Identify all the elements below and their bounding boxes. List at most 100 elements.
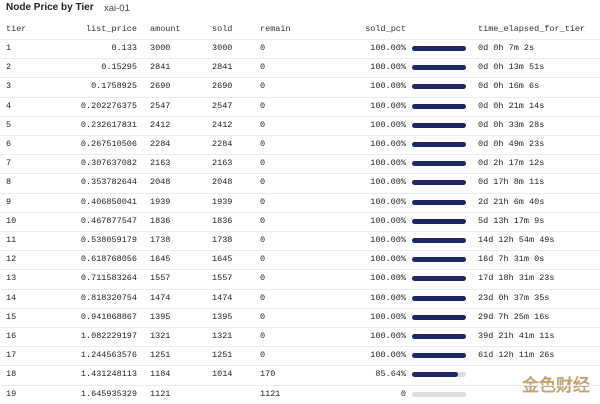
table-cell: 3000 — [150, 43, 171, 53]
row-separator — [0, 365, 600, 367]
table-cell: 11 — [6, 235, 17, 245]
progress-bar — [412, 238, 466, 243]
progress-track — [412, 103, 466, 109]
table-cell: 1939 — [212, 196, 233, 207]
progress-track — [412, 238, 466, 243]
row-separator — [0, 384, 600, 386]
table-cell: 1395 — [212, 311, 233, 322]
table-cell: 100.00% — [370, 62, 406, 73]
table-cell: 1557 — [150, 273, 171, 284]
table-cell: 9 — [6, 196, 12, 207]
table-cell: 1.082229197 — [80, 331, 137, 341]
progress-track — [412, 142, 466, 147]
table-cell: 17 — [6, 350, 17, 361]
table-cell: 18 — [6, 369, 17, 380]
table-cell: 100.00% — [370, 81, 406, 92]
table-cell: 4 — [6, 100, 12, 111]
table-cell: 0 — [260, 350, 266, 361]
progress-track — [412, 295, 466, 301]
table-cell: 100.00% — [370, 292, 406, 303]
table-cell: 100.00% — [370, 43, 406, 53]
table-cell: 23d 0h 37m 35s — [478, 292, 550, 303]
table-cell: 2690 — [212, 81, 233, 92]
table-cell: 1645 — [212, 254, 233, 265]
progress-track — [412, 314, 466, 320]
progress-bar — [412, 103, 466, 109]
table-cell: 1.431248113 — [80, 369, 137, 380]
table-cell: 5 — [6, 119, 12, 130]
table-cell: 14 — [6, 292, 17, 303]
header-separator — [0, 39, 600, 40]
table-cell: 0d 0h 21m 14s — [478, 100, 545, 111]
progress-bar — [412, 84, 466, 90]
table-cell: 15 — [6, 311, 17, 322]
table-cell: 0.232617831 — [80, 119, 137, 130]
table-cell: 2841 — [150, 62, 171, 73]
table-cell: 0d 0h 33m 28s — [478, 119, 545, 130]
table-cell: 29d 7h 25m 16s — [478, 311, 550, 322]
table-cell: 1836 — [150, 215, 171, 226]
table-cell: 0 — [260, 43, 266, 53]
table-cell: 100.00% — [370, 119, 406, 130]
table-cell: 100.00% — [370, 100, 406, 111]
table-cell: 100.00% — [370, 350, 406, 361]
row-separator — [0, 77, 600, 79]
table-cell: 2412 — [150, 119, 171, 130]
progress-bar — [412, 199, 466, 205]
progress-track — [412, 372, 466, 378]
table-cell: 100.00% — [370, 311, 406, 322]
table-cell: 1251 — [212, 350, 233, 361]
table-cell: 0d 0h 7m 2s — [478, 43, 535, 53]
table-cell: 0 — [260, 158, 266, 169]
row-separator — [0, 327, 600, 328]
table-cell: 100.00% — [370, 254, 406, 265]
progress-track — [412, 257, 466, 263]
table-cell: 0.307637082 — [80, 158, 137, 169]
table-cell: 8 — [6, 177, 12, 188]
table-cell: 1321 — [150, 331, 171, 341]
progress-track — [412, 218, 466, 224]
table-cell: 0 — [260, 254, 266, 265]
row-separator — [0, 173, 600, 175]
table-cell: 0.1758925 — [91, 81, 137, 92]
table-cell: 100.00% — [370, 196, 406, 207]
table-cell: 0.202276375 — [80, 100, 137, 111]
column-header: remain — [260, 24, 291, 34]
table-cell: 61d 12h 11m 26s — [478, 350, 555, 361]
progress-track — [412, 84, 466, 90]
table-cell: 0 — [260, 139, 266, 149]
column-header: sold — [212, 24, 233, 34]
table-cell: 1 — [6, 43, 12, 53]
row-separator — [0, 307, 600, 309]
table-cell: 5d 13h 17m 9s — [478, 215, 545, 226]
table-cell: 0 — [260, 235, 266, 245]
table-cell: 100.00% — [370, 215, 406, 226]
row-separator — [0, 346, 600, 348]
table-cell: 2547 — [212, 100, 233, 111]
progress-track — [412, 122, 466, 128]
table-cell: 1121 — [260, 388, 281, 399]
progress-bar — [412, 334, 466, 339]
table-cell: 1321 — [212, 331, 233, 341]
table-cell: 0 — [260, 331, 266, 341]
column-header: sold_pct — [365, 24, 406, 34]
table-cell: 0 — [260, 177, 266, 188]
table-cell: 100.00% — [370, 158, 406, 169]
table-cell: 100.00% — [370, 177, 406, 188]
table-cell: 2048 — [212, 177, 233, 188]
table-cell: 1395 — [150, 311, 171, 322]
column-header: tier — [6, 24, 27, 34]
table-cell: 39d 21h 41m 11s — [478, 331, 555, 341]
table-cell: 0 — [260, 62, 266, 73]
table-cell: 0.711583264 — [80, 273, 137, 284]
row-separator — [0, 269, 600, 271]
table-cell: 0.538059179 — [80, 235, 137, 245]
row-separator — [0, 96, 600, 98]
table-cell: 1.645935329 — [80, 388, 137, 399]
title: Node Price by Tier — [6, 2, 94, 13]
table-cell: 1.244563576 — [80, 350, 137, 361]
column-header: time_elapsed_for_tier — [478, 24, 586, 34]
table-cell: 0 — [260, 100, 266, 111]
table-cell: 14d 12h 54m 49s — [478, 235, 555, 245]
table-cell: 1184 — [150, 369, 171, 380]
